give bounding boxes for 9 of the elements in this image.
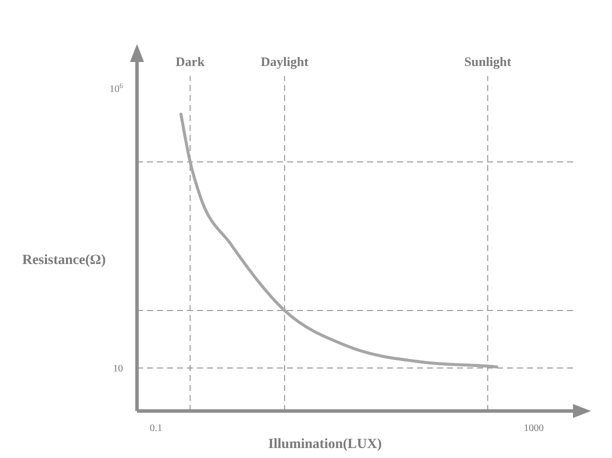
ref-line-label: Sunlight xyxy=(464,54,512,69)
y-tick-label: 10 xyxy=(113,364,123,375)
x-tick-label: 1000 xyxy=(524,423,544,434)
y-axis-title: Resistance(Ω) xyxy=(22,253,106,268)
x-axis-title: Illumination(LUX) xyxy=(268,437,382,452)
x-tick-label: 0.1 xyxy=(150,423,162,434)
y-tick-label: 10$^{6}$ xyxy=(110,82,124,96)
ref-line-label: Dark xyxy=(176,54,206,69)
ref-line-label: Daylight xyxy=(260,54,310,69)
